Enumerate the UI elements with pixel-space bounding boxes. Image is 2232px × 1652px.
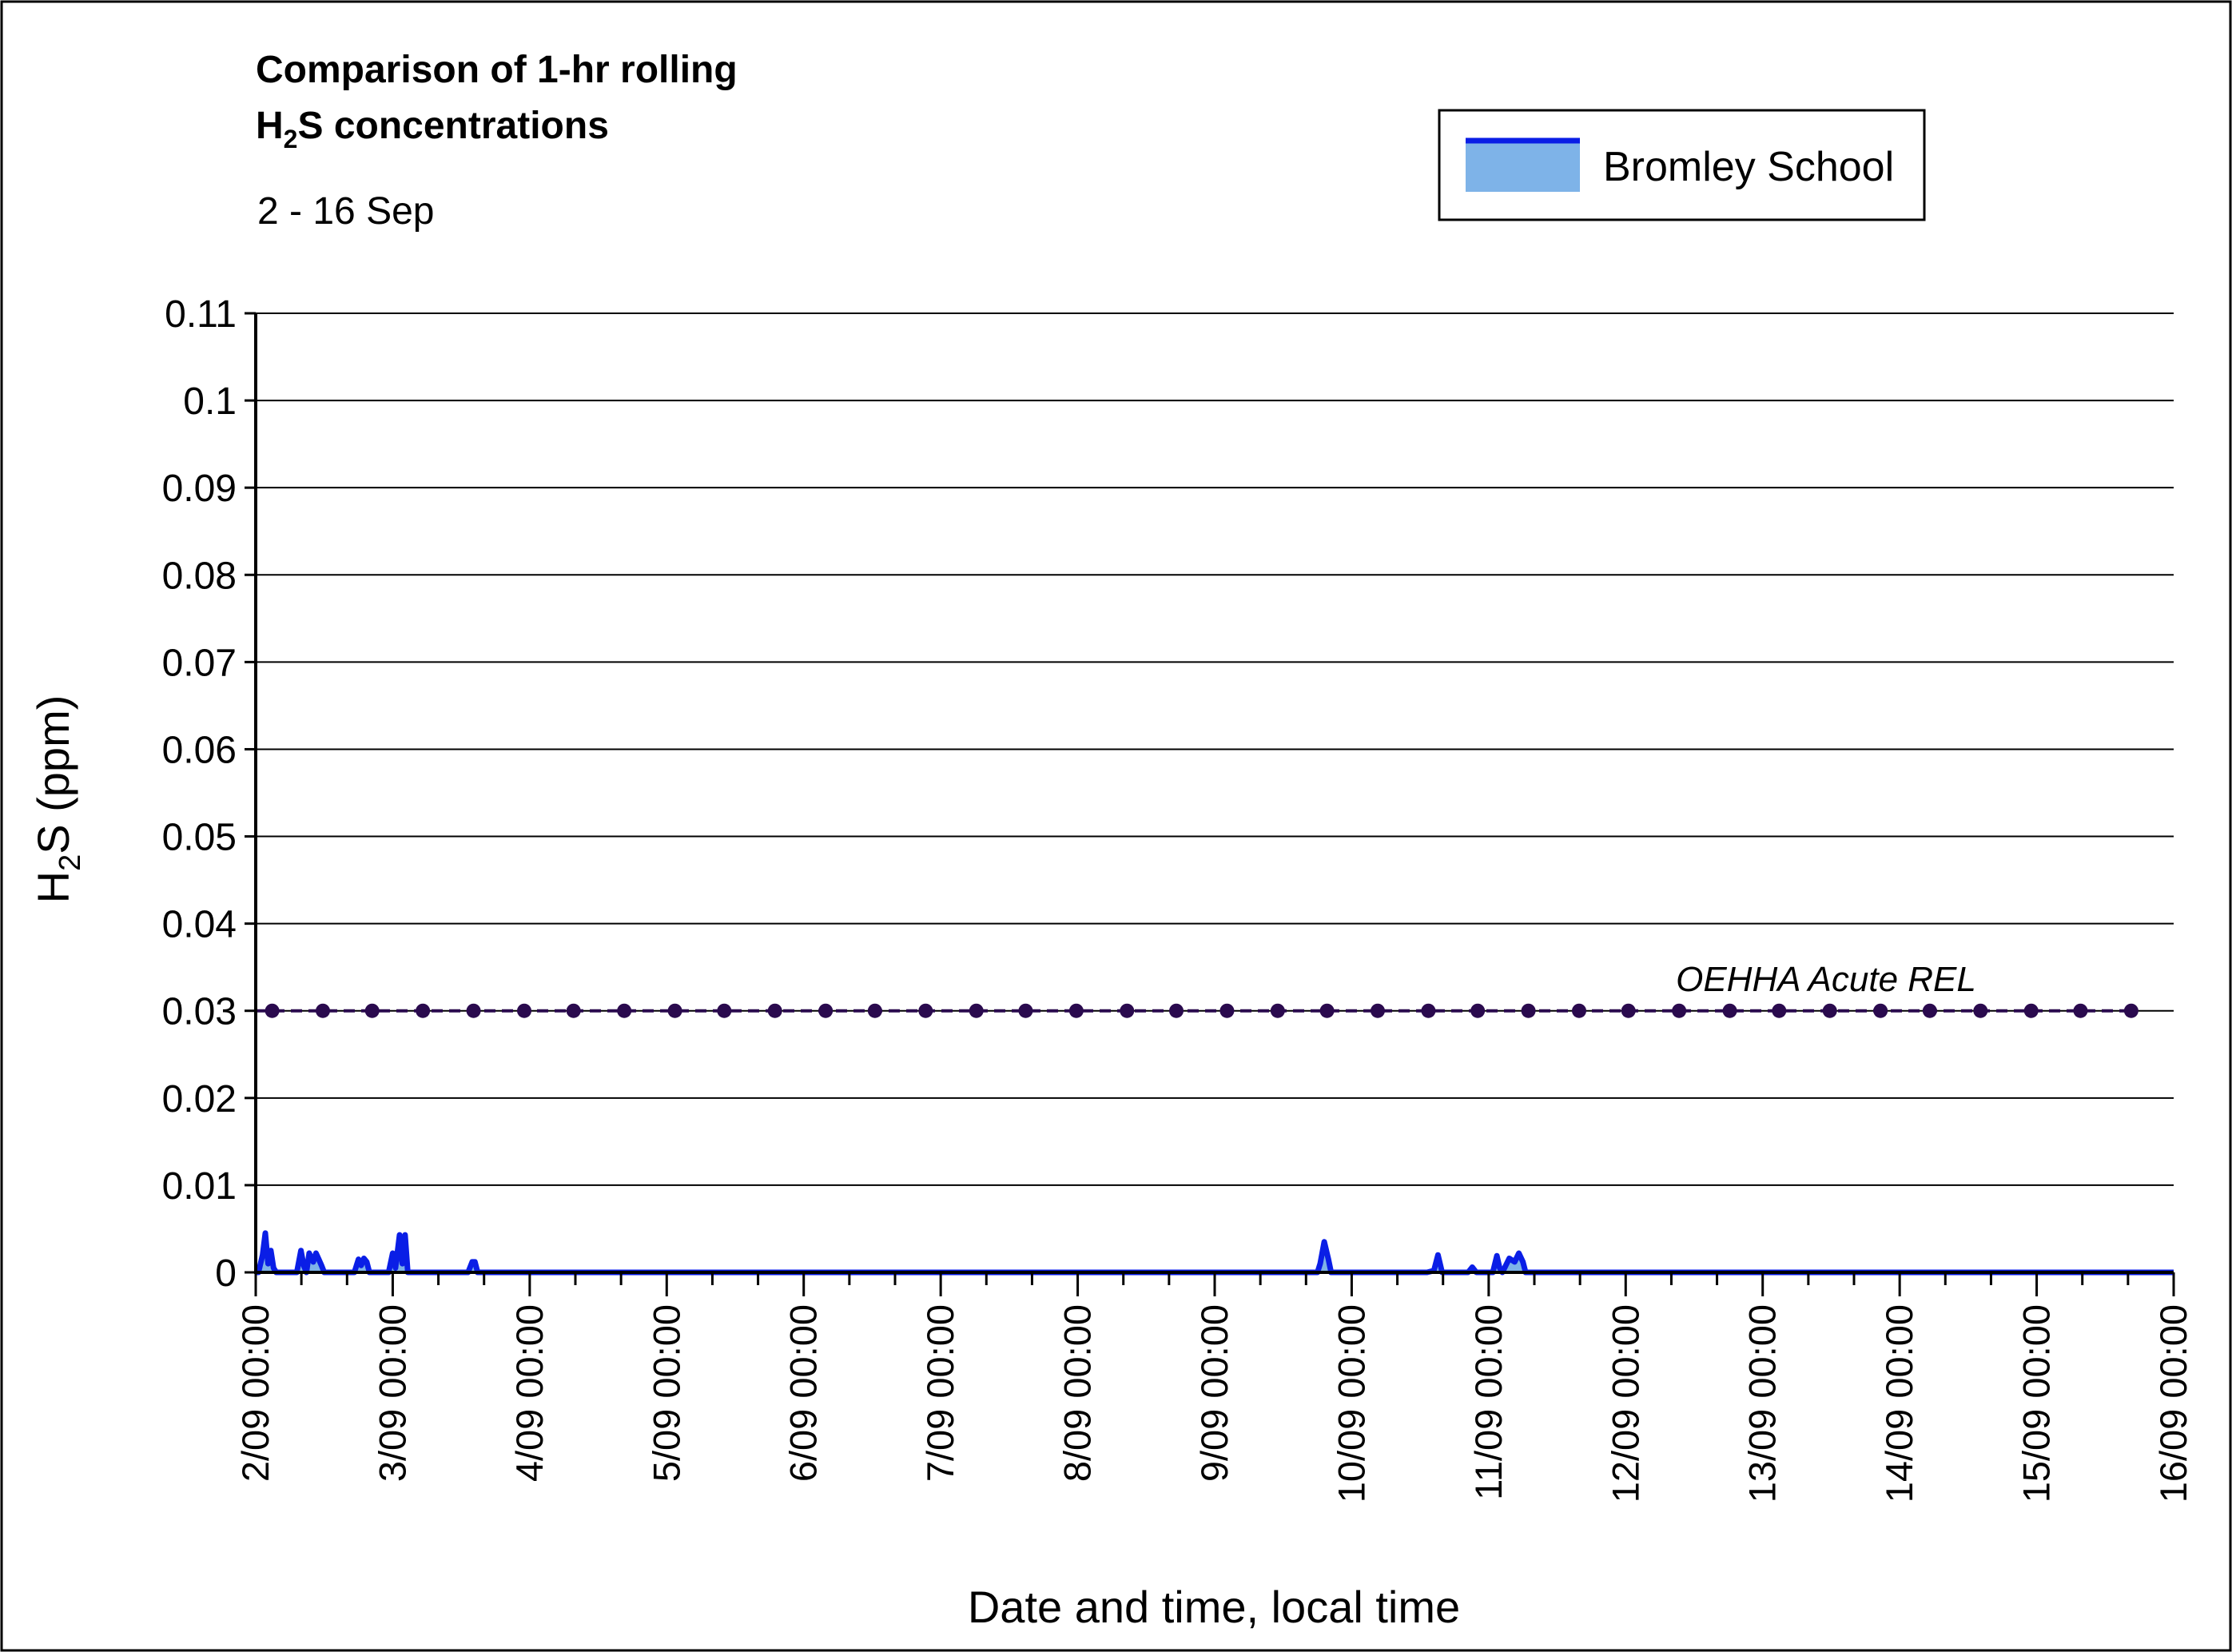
ylabel-rest: S (ppm)	[28, 695, 78, 854]
title-subscript: 2	[284, 125, 298, 153]
x-axis-label: Date and time, local time	[968, 1582, 1460, 1632]
reference-marker	[364, 1003, 380, 1018]
reference-marker	[969, 1003, 984, 1018]
legend: Bromley School	[1438, 109, 1926, 221]
legend-entry-bromley-school: Bromley School	[1603, 144, 1894, 190]
y-tick-label: 0.01	[162, 1165, 237, 1208]
reference-marker	[2123, 1003, 2139, 1018]
chart-title-line1: Comparison of 1-hr rolling	[256, 49, 738, 91]
y-tick-label: 0.04	[162, 904, 237, 946]
reference-marker	[566, 1003, 581, 1018]
reference-marker	[316, 1003, 330, 1018]
x-tick-label: 10/09 00:00	[1330, 1304, 1372, 1503]
reference-marker	[517, 1003, 531, 1018]
reference-marker	[1922, 1003, 1937, 1018]
reference-marker	[1672, 1003, 1687, 1018]
reference-marker	[1722, 1003, 1737, 1018]
y-tick-label: 0.06	[162, 729, 237, 771]
x-tick-label: 11/09 00:00	[1467, 1304, 1510, 1500]
reference-marker	[918, 1003, 933, 1018]
gridlines	[245, 312, 2174, 1274]
x-tick-label: 8/09 00:00	[1056, 1304, 1099, 1482]
x-tick-label: 14/09 00:00	[1878, 1304, 1920, 1503]
x-tick-labels: 2/09 00:00 3/09 00:00 4/09 00:00 5/09 00:00…	[234, 1304, 2194, 1503]
reference-marker	[717, 1003, 732, 1018]
reference-marker	[1319, 1003, 1335, 1018]
x-tick-label: 5/09 00:00	[645, 1304, 687, 1482]
x-tick-label: 7/09 00:00	[919, 1304, 961, 1482]
title-rest: S concentrations	[297, 105, 608, 147]
reference-marker	[1018, 1003, 1033, 1018]
y-tick-label: 0.03	[162, 991, 237, 1033]
reference-marker	[1470, 1003, 1486, 1018]
reference-marker	[1371, 1003, 1385, 1018]
reference-marker	[1219, 1003, 1235, 1018]
reference-marker	[1169, 1003, 1184, 1018]
axes	[254, 313, 2175, 1296]
reference-marker	[1572, 1003, 1586, 1018]
y-tick-label: 0.09	[162, 468, 237, 510]
reference-marker	[265, 1003, 280, 1018]
reference-marker	[1621, 1003, 1636, 1018]
y-tick-label: 0.07	[162, 642, 237, 684]
x-tick-label: 6/09 00:00	[782, 1304, 825, 1482]
ylabel-h-glyph: H	[28, 871, 78, 903]
x-tick-label: 15/09 00:00	[2015, 1304, 2058, 1503]
reference-marker	[667, 1003, 682, 1018]
y-tick-label: 0.05	[162, 817, 237, 859]
x-tick-label: 13/09 00:00	[1741, 1304, 1784, 1503]
y-tick-label: 0.08	[162, 555, 237, 597]
y-tick-label: 0.02	[162, 1078, 237, 1121]
reference-marker	[2023, 1003, 2039, 1018]
x-tick-label: 3/09 00:00	[371, 1304, 413, 1482]
x-tick-label: 4/09 00:00	[508, 1304, 551, 1482]
reference-marker	[416, 1003, 431, 1018]
legend-swatch-fill	[1466, 142, 1580, 192]
y-tick-labels: 0 0.01 0.02 0.03 0.04 0.05 0.06 0.07 0.08 0.09 0.1…	[162, 293, 237, 1295]
reference-marker	[1822, 1003, 1837, 1018]
reference-marker	[1068, 1003, 1084, 1018]
chart-title-line2: H2S concentrations	[256, 105, 609, 153]
y-axis-label: H2S (ppm)	[28, 695, 87, 904]
reference-marker	[1421, 1003, 1436, 1018]
chart-subtitle: 2 - 16 Sep	[257, 190, 434, 233]
reference-marker	[767, 1003, 782, 1018]
x-tick-label: 16/09 00:00	[2152, 1304, 2194, 1503]
reference-marker	[2073, 1003, 2088, 1018]
y-tick-label: 0.11	[165, 293, 237, 336]
reference-marker	[1873, 1003, 1888, 1018]
ylabel-subscript: 2	[54, 854, 87, 871]
title-h-glyph: H	[256, 105, 284, 147]
x-tick-label: 12/09 00:00	[1604, 1304, 1646, 1503]
reference-marker	[1120, 1003, 1135, 1018]
reference-marker	[818, 1003, 834, 1018]
reference-marker	[1772, 1003, 1787, 1018]
reference-marker	[466, 1003, 481, 1018]
y-tick-label: 0	[215, 1252, 237, 1295]
x-tick-label: 2/09 00:00	[234, 1304, 277, 1482]
x-tick-label: 9/09 00:00	[1193, 1304, 1235, 1482]
reference-line-layer	[256, 1003, 2139, 1018]
reference-marker	[867, 1003, 882, 1018]
reference-marker	[1521, 1003, 1536, 1018]
y-tick-label: 0.1	[183, 380, 237, 423]
reference-line-label: OEHHA Acute REL	[1676, 960, 1976, 999]
reference-marker	[1973, 1003, 1988, 1018]
reference-marker	[1270, 1003, 1285, 1018]
reference-marker	[617, 1003, 632, 1018]
